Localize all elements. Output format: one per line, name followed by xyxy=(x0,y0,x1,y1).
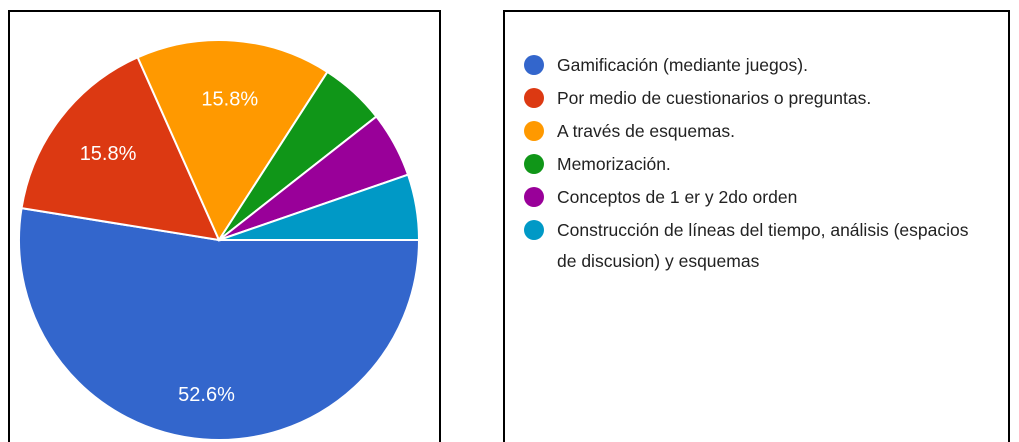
legend-entry: Gamificación (mediante juegos). xyxy=(524,50,987,81)
legend-entry: Memorización. xyxy=(524,149,987,180)
legend-label: A través de esquemas. xyxy=(557,121,736,141)
legend-entry: Construcción de líneas del tiempo, análi… xyxy=(524,215,987,277)
legend-swatch xyxy=(524,121,544,141)
slice-label: 52.6% xyxy=(178,384,235,406)
legend-swatch xyxy=(524,187,544,207)
legend-swatch xyxy=(524,88,544,108)
slice-label: 15.8% xyxy=(80,143,137,165)
legend-label: Conceptos de 1 er y 2do orden xyxy=(557,187,798,207)
pie-slice xyxy=(20,55,221,242)
legend-label: Por medio de cuestionarios o preguntas. xyxy=(557,88,872,108)
legend-entry: Conceptos de 1 er y 2do orden xyxy=(524,182,987,213)
chart-panel: 52.6% 15.8% 15.8% xyxy=(8,10,441,442)
slice-label: 15.8% xyxy=(201,89,258,111)
pie-slice xyxy=(218,173,421,241)
legend-entry: Por medio de cuestionarios o preguntas. xyxy=(524,83,987,114)
pie-slice xyxy=(136,39,329,243)
legend-entry: A través de esquemas. xyxy=(524,116,987,147)
pie-slice xyxy=(18,206,421,441)
legend-label: Gamificación (mediante juegos). xyxy=(557,55,808,75)
legend-label: Memorización. xyxy=(557,154,671,174)
legend-panel: Gamificación (mediante juegos). Por medio… xyxy=(503,10,1010,442)
legend-swatch xyxy=(524,55,544,75)
legend-label: Construcción de líneas del tiempo, análi… xyxy=(557,220,969,271)
pie-chart: 52.6% 15.8% 15.8% xyxy=(18,39,421,441)
legend-swatch xyxy=(524,154,544,174)
legend-swatch xyxy=(524,220,544,240)
